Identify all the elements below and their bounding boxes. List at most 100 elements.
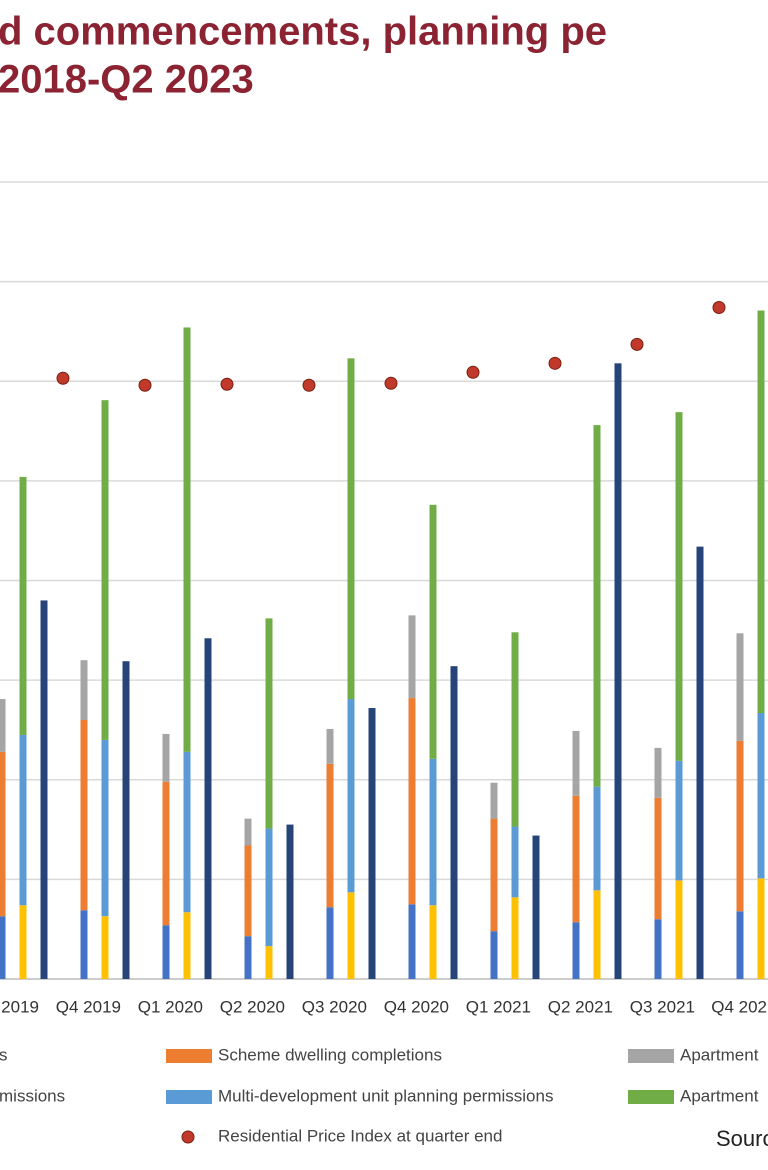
bar-segment [408,698,416,905]
price-dot [630,337,644,351]
bar-segment [654,747,662,798]
bar-segment [286,824,294,979]
bar-segment [675,880,683,979]
chart-title: d commencements, planning pe [0,10,607,54]
bar-segment [675,760,683,881]
x-tick-label: Q4 2020 [384,997,449,1016]
legend-label: Residential Price Index at quarter end [218,1126,502,1145]
bar-segment [429,504,437,759]
bar-segment [654,919,662,979]
bar-segment [408,615,416,699]
bar-segment [511,632,519,827]
bar-segment [101,400,109,740]
bar-segment [80,910,88,979]
source-note: Sourc [716,1126,768,1151]
bar-segment [654,797,662,920]
bar-segment [19,905,27,979]
price-dot [56,371,70,385]
bar-segment [183,327,191,752]
bar-segment [162,733,170,782]
chart-title: 2018-Q2 2023 [0,58,254,102]
x-tick-label: Q4 2019 [56,997,121,1016]
bar-segment [347,699,355,893]
bar-segment [490,931,498,979]
bar-segment [101,739,109,917]
bar-segment [80,660,88,720]
bar-segment [368,708,376,979]
bar-segment [490,782,498,819]
price-dot [302,378,316,392]
x-tick-label: Q2 2020 [220,997,285,1016]
legend-swatch [181,1130,195,1144]
bar-segment [183,751,191,913]
x-tick-label: Q2 2021 [548,997,613,1016]
bar-segment [408,904,416,979]
bar-segment [0,751,6,917]
bar-segment [696,546,704,979]
bar-segment [183,912,191,979]
bar-segment [490,818,498,932]
bar-segment [736,633,744,741]
bar-segment [347,892,355,979]
bar-segment [265,618,273,829]
bar-segment [593,425,601,787]
legend-swatch [628,1090,674,1104]
bar-segment [265,946,273,979]
bar-segment [736,911,744,979]
bar-segment [265,828,273,947]
bar-segment [19,734,27,906]
bar-segment [511,897,519,979]
bar-segment [0,916,6,979]
bar-segment [0,699,6,752]
x-tick-label: Q4 202 [711,997,767,1016]
bar-segment [429,905,437,979]
x-tick-label: Q3 2021 [630,997,695,1016]
bar-segment [244,845,252,937]
bar-segment [572,922,580,979]
legend-swatch [166,1049,212,1063]
bar-segment [429,758,437,906]
x-tick-label: Q1 2020 [138,997,203,1016]
price-dot [220,377,234,391]
bar-segment [572,795,580,923]
legend-label: Scheme dwelling completions [218,1045,442,1064]
bar-segment [80,719,88,911]
bar-segment [593,890,601,979]
bar-segment [101,916,109,979]
bar-segment [757,713,765,879]
bar-segment [122,661,130,979]
bar-segment [347,358,355,700]
bar-segment [572,730,580,796]
legend-label: s [0,1045,8,1064]
bar-segment [326,763,334,908]
bar-segment [614,363,622,979]
bar-segment [162,781,170,926]
price-dot [712,301,726,315]
price-dot [138,378,152,392]
bar-segment [244,936,252,979]
bar-segment [736,740,744,912]
x-tick-label: 2019 [1,997,39,1016]
bar-segment [326,728,334,764]
legend-label: missions [0,1086,65,1105]
x-tick-label: Q3 2020 [302,997,367,1016]
bar-segment [511,826,519,898]
price-dot [384,376,398,390]
x-tick-label: Q1 2021 [466,997,531,1016]
bar-segment [757,310,765,714]
legend-label: Multi-development unit planning permissi… [218,1086,553,1105]
bar-segment [593,786,601,891]
legend-label: Apartment [680,1086,759,1105]
price-dot [466,365,480,379]
legend-swatch [166,1090,212,1104]
legend-swatch [628,1049,674,1063]
bar-segment [450,666,458,979]
bar-segment [204,638,212,979]
bar-segment [162,925,170,979]
bar-segment [757,878,765,979]
bar-segment [532,835,540,979]
price-dot [548,356,562,370]
bar-segment [675,412,683,761]
bar-segment [19,476,27,735]
